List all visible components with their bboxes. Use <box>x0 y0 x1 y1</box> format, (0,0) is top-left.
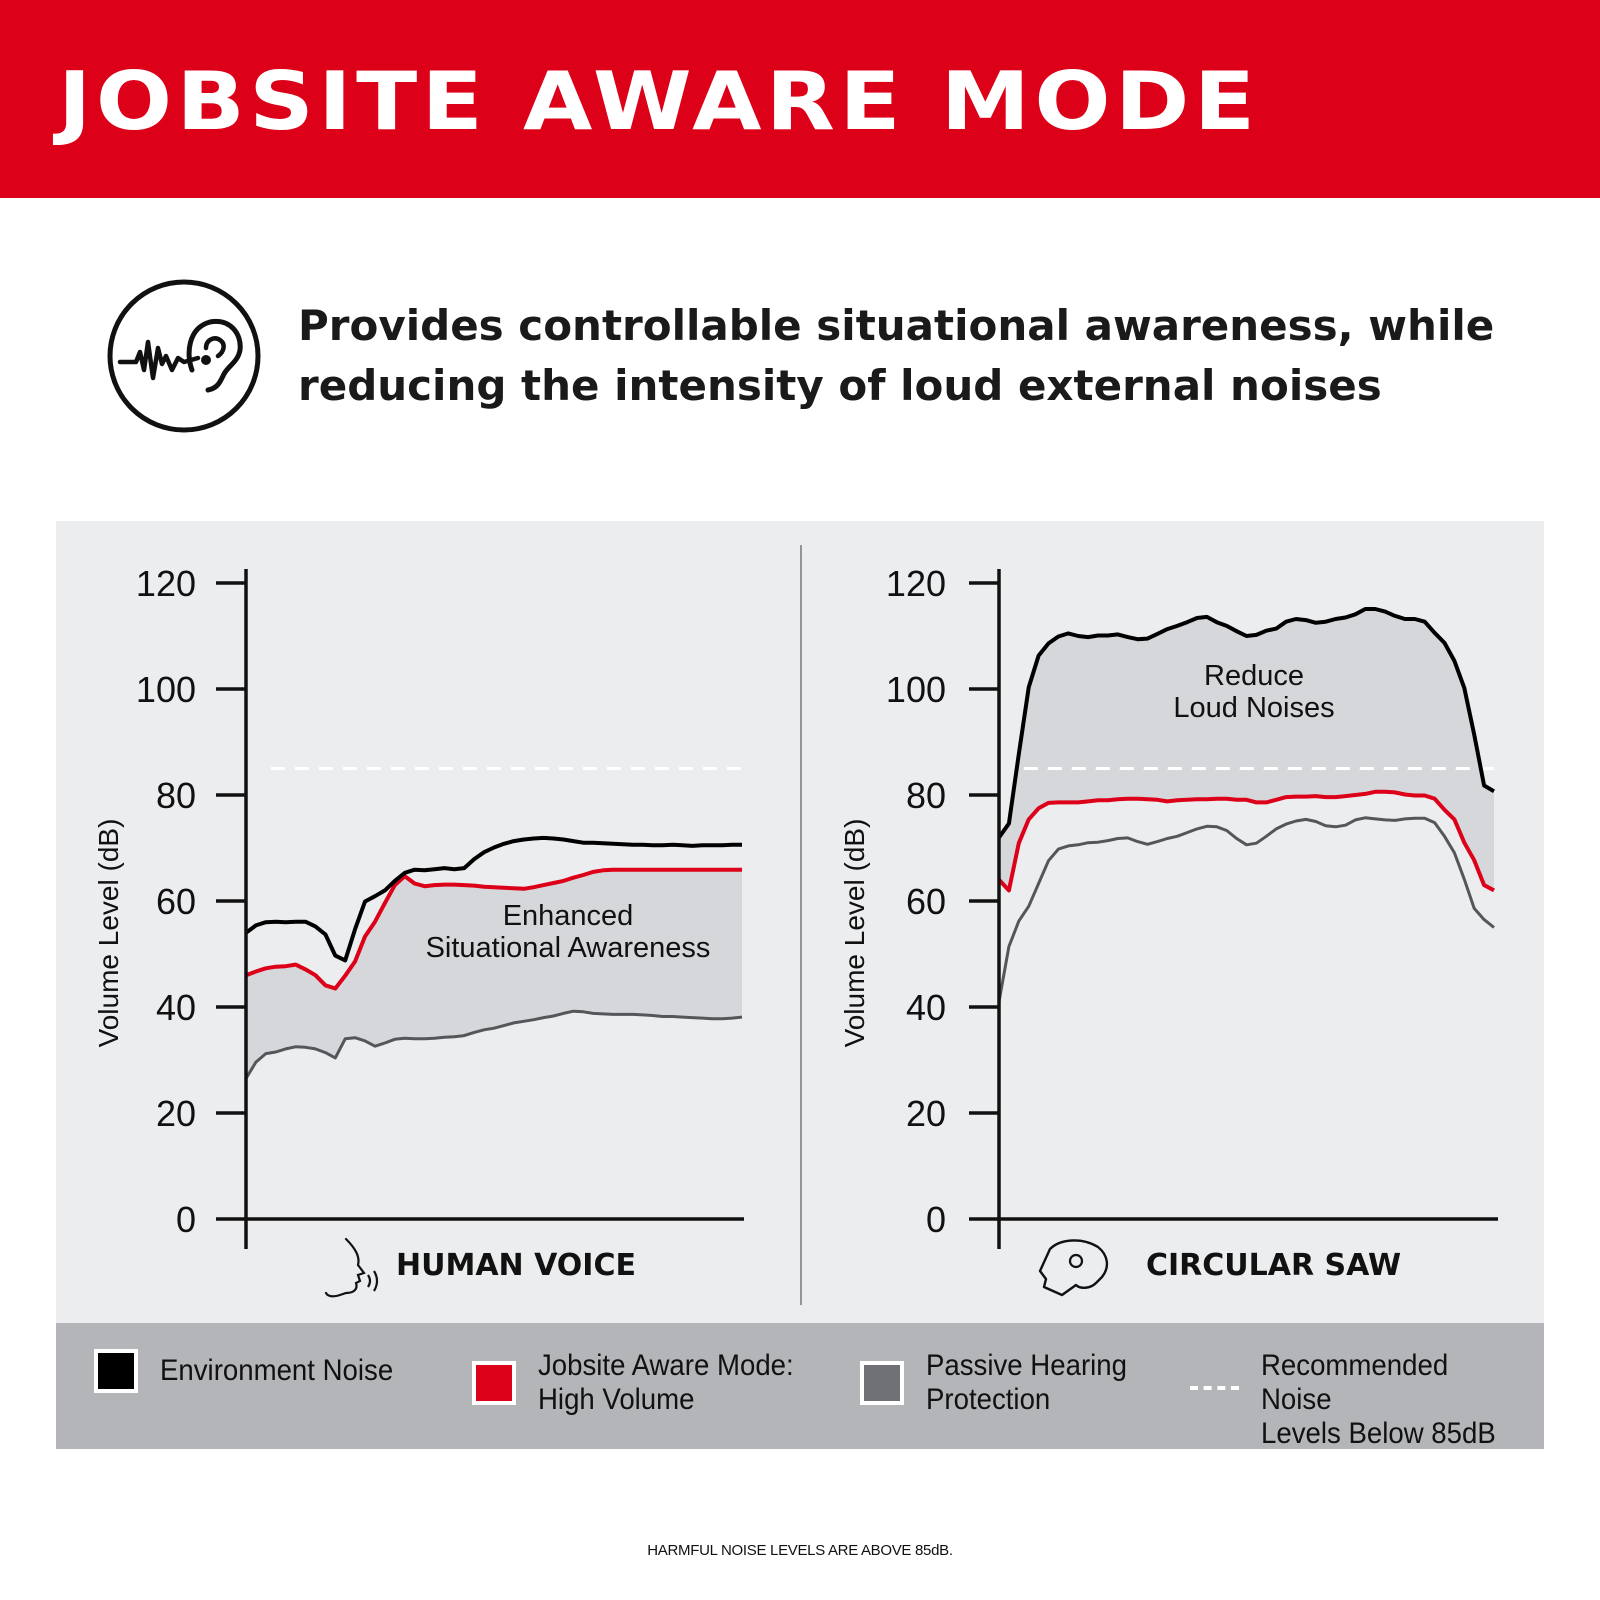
face-profile-outline <box>324 1237 366 1298</box>
speaking-face-icon <box>324 1237 379 1298</box>
annotation-voice: Situational Awareness <box>426 932 711 964</box>
series-line-jobsite-voice <box>245 867 742 991</box>
tagline-line-2: reducing the intensity of loud external … <box>298 361 1382 410</box>
footnote: HARMFUL NOISE LEVELS ARE ABOVE 85dB. <box>647 1542 953 1559</box>
saw-body-outline <box>1038 1239 1109 1297</box>
y-tick-label-voice: 120 <box>136 563 196 604</box>
y-tick-label-saw: 120 <box>886 563 946 604</box>
page-title: JOBSITE AWARE MODE <box>58 55 1260 148</box>
legend-dash-recommended <box>1190 1386 1240 1390</box>
y-tick-label-voice: 80 <box>156 775 196 816</box>
y-tick-label-saw: 80 <box>906 775 946 816</box>
y-tick-label-voice: 0 <box>176 1199 196 1240</box>
series-line-passive-saw <box>997 816 1495 1002</box>
legend-label-jobsite: Jobsite Aware Mode: High Volume <box>538 1349 794 1416</box>
x-axis-label-voice: HUMAN VOICE <box>396 1248 636 1283</box>
legend: Environment Noise Jobsite Aware Mode: Hi… <box>56 1323 1544 1451</box>
y-axis-label-saw: Volume Level (dB) <box>839 819 870 1048</box>
shaded-band-voice <box>246 869 742 1079</box>
series-line-environment-saw <box>997 607 1496 839</box>
legend-item-jobsite: Jobsite Aware Mode: High Volume <box>472 1349 816 1417</box>
circular-saw-icon <box>1038 1239 1109 1297</box>
sound-waves <box>367 1270 379 1292</box>
tagline-line-1: Provides controllable situational awaren… <box>298 301 1495 350</box>
annotation-voice: Enhanced <box>503 900 634 932</box>
saw-blade-hub <box>1068 1253 1084 1269</box>
chart-panel: 0 20 40 60 80 100 120 Volume Level (dB) HUMAN VO… <box>56 521 1544 1323</box>
title-banner: JOBSITE AWARE MODE <box>0 0 1600 198</box>
y-tick-label-voice: 100 <box>136 669 196 710</box>
y-tick-label-saw: 100 <box>886 669 946 710</box>
series-line-passive-voice <box>244 1009 743 1080</box>
legend-label-passive: Passive Hearing Protection <box>926 1349 1127 1416</box>
y-tick-label-saw: 0 <box>926 1199 946 1240</box>
y-tick-label-voice: 40 <box>156 987 196 1028</box>
annotation-saw: Reduce <box>1204 660 1304 692</box>
y-tick-label-saw: 20 <box>906 1093 946 1134</box>
y-axis-label-voice: Volume Level (dB) <box>93 819 124 1048</box>
series-line-jobsite-saw <box>997 789 1495 893</box>
annotation-saw: Loud Noises <box>1173 692 1334 724</box>
series-line-environment-voice <box>244 835 742 963</box>
shaded-band-saw <box>999 609 1494 891</box>
legend-label-environment: Environment Noise <box>160 1354 394 1387</box>
chart-voice: 0 20 40 60 80 100 120 Volume Level (dB) HUMAN VO… <box>93 563 744 1283</box>
legend-swatch-jobsite <box>472 1361 516 1405</box>
legend-label-recommended: Recommended Noise Levels Below 85dB <box>1261 1349 1496 1450</box>
x-axis-label-saw: CIRCULAR SAW <box>1146 1248 1401 1283</box>
legend-item-recommended: Recommended Noise Levels Below 85dB <box>1190 1349 1544 1451</box>
y-tick-label-saw: 60 <box>906 881 946 922</box>
y-tick-label-voice: 20 <box>156 1093 196 1134</box>
y-tick-label-saw: 40 <box>906 987 946 1028</box>
tagline: Provides controllable situational awaren… <box>298 296 1558 416</box>
charts-canvas: 0 20 40 60 80 100 120 Volume Level (dB) HUMAN VO… <box>93 545 1498 1305</box>
chart-saw: 0 20 40 60 80 100 120 Volume Level (dB) CIRCULAR… <box>839 563 1498 1283</box>
legend-item-passive: Passive Hearing Protection <box>860 1349 1144 1417</box>
legend-swatch-passive <box>860 1361 904 1405</box>
legend-item-environment: Environment Noise <box>94 1349 413 1393</box>
ear-sound-icon <box>107 279 261 433</box>
legend-swatch-environment <box>94 1349 138 1393</box>
y-tick-label-voice: 60 <box>156 881 196 922</box>
